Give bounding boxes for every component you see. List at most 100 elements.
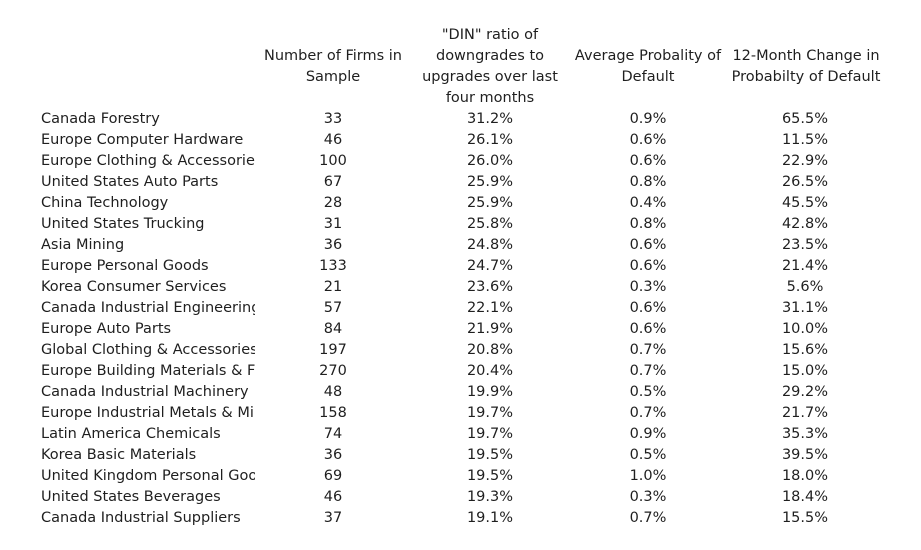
table-row: Canada Industrial Suppliers 37 19.1% 0.7% 15… — [0, 508, 921, 529]
firms-count: 69 — [323, 468, 343, 484]
avg-probability-default: 0.6% — [629, 258, 667, 274]
firms-count: 46 — [323, 489, 343, 505]
avg-probability-default: 0.8% — [629, 174, 667, 190]
firms-count: 57 — [323, 300, 343, 316]
header-line: Number of Firms in — [264, 48, 402, 64]
sector-name: Global Clothing & Accessories — [41, 342, 255, 358]
table-row: Europe Computer Hardware 46 26.1% 0.6% 11.5% — [0, 130, 921, 151]
din-ratio: 20.8% — [466, 342, 514, 358]
header-avg-pd: Average Probality of Default — [570, 46, 726, 88]
avg-probability-default: 0.6% — [629, 153, 667, 169]
sector-name: Korea Consumer Services — [41, 279, 227, 295]
din-ratio: 26.1% — [466, 132, 514, 148]
sector-name: Europe Clothing & Accessorie — [41, 153, 255, 169]
change-probability-default: 11.5% — [781, 132, 829, 148]
avg-probability-default: 0.7% — [629, 363, 667, 379]
header-line: four months — [445, 90, 535, 106]
change-probability-default: 23.5% — [781, 237, 829, 253]
sector-name: United States Auto Parts — [41, 174, 219, 190]
change-probability-default: 21.7% — [781, 405, 829, 421]
firms-count: 100 — [319, 153, 347, 169]
din-ratio: 19.3% — [466, 489, 514, 505]
change-probability-default: 31.1% — [781, 300, 829, 316]
firms-count: 37 — [323, 510, 343, 526]
header-line: Sample — [305, 69, 361, 85]
firms-count: 197 — [319, 342, 347, 358]
avg-probability-default: 0.7% — [629, 510, 667, 526]
firms-count: 28 — [323, 195, 343, 211]
avg-probability-default: 0.9% — [629, 111, 667, 127]
avg-probability-default: 0.6% — [629, 300, 667, 316]
table-row: Global Clothing & Accessories 197 20.8% 0.7… — [0, 340, 921, 361]
change-probability-default: 15.0% — [781, 363, 829, 379]
sector-name: Europe Building Materials & Fi — [41, 363, 255, 379]
change-probability-default: 22.9% — [781, 153, 829, 169]
table-row: China Technology 28 25.9% 0.4% 45.5% — [0, 193, 921, 214]
din-ratio: 25.8% — [466, 216, 514, 232]
header-line: Probabilty of Default — [731, 69, 881, 85]
firms-count: 74 — [323, 426, 343, 442]
firms-count: 36 — [323, 447, 343, 463]
table-row: Canada Forestry 33 31.2% 0.9% 65.5% — [0, 109, 921, 130]
header-firms: Number of Firms in Sample — [258, 46, 408, 88]
change-probability-default: 29.2% — [781, 384, 829, 400]
table-row: Europe Personal Goods 133 24.7% 0.6% 21.4% — [0, 256, 921, 277]
change-probability-default: 5.6% — [786, 279, 824, 295]
change-probability-default: 45.5% — [781, 195, 829, 211]
firms-count: 31 — [323, 216, 343, 232]
avg-probability-default: 0.4% — [629, 195, 667, 211]
din-ratio: 26.0% — [466, 153, 514, 169]
avg-probability-default: 0.7% — [629, 342, 667, 358]
firms-count: 133 — [319, 258, 347, 274]
change-probability-default: 15.6% — [781, 342, 829, 358]
sector-name: Europe Industrial Metals & Mir — [41, 405, 255, 421]
change-probability-default: 42.8% — [781, 216, 829, 232]
din-ratio: 25.9% — [466, 195, 514, 211]
table-row: Europe Auto Parts 84 21.9% 0.6% 10.0% — [0, 319, 921, 340]
table-row: Korea Basic Materials 36 19.5% 0.5% 39.5% — [0, 445, 921, 466]
header-line: Average Probality of — [574, 48, 722, 64]
avg-probability-default: 0.7% — [629, 405, 667, 421]
sector-name: China Technology — [41, 195, 169, 211]
table-row: Canada Industrial Engineering 57 22.1% 0.6%… — [0, 298, 921, 319]
avg-probability-default: 0.8% — [629, 216, 667, 232]
din-ratio: 19.7% — [466, 405, 514, 421]
header-change-pd: 12-Month Change in Probabilty of Default — [728, 46, 884, 88]
din-ratio: 25.9% — [466, 174, 514, 190]
avg-probability-default: 0.3% — [629, 279, 667, 295]
sector-name: Europe Auto Parts — [41, 321, 172, 337]
sector-name: United Kingdom Personal Goo — [41, 468, 255, 484]
din-ratio: 19.1% — [466, 510, 514, 526]
sector-name: Europe Computer Hardware — [41, 132, 244, 148]
table-row: Europe Industrial Metals & Mir 158 19.7% 0.… — [0, 403, 921, 424]
firms-count: 33 — [323, 111, 343, 127]
sector-name: Canada Industrial Machinery — [41, 384, 249, 400]
firms-count: 270 — [319, 363, 347, 379]
din-ratio: 19.5% — [466, 447, 514, 463]
firms-count: 46 — [323, 132, 343, 148]
sector-name: Canada Forestry — [41, 111, 160, 127]
avg-probability-default: 1.0% — [629, 468, 667, 484]
table-row: Korea Consumer Services 21 23.6% 0.3% 5.6% — [0, 277, 921, 298]
sector-name: Latin America Chemicals — [41, 426, 221, 442]
firms-count: 48 — [323, 384, 343, 400]
header-line: downgrades to — [435, 48, 545, 64]
avg-probability-default: 0.6% — [629, 321, 667, 337]
change-probability-default: 18.0% — [781, 468, 829, 484]
din-ratio: 19.7% — [466, 426, 514, 442]
change-probability-default: 26.5% — [781, 174, 829, 190]
change-probability-default: 21.4% — [781, 258, 829, 274]
avg-probability-default: 0.5% — [629, 447, 667, 463]
din-ratio: 24.8% — [466, 237, 514, 253]
din-ratio: 21.9% — [466, 321, 514, 337]
sector-name: Korea Basic Materials — [41, 447, 197, 463]
table-row: Europe Building Materials & Fi 270 20.4% 0.… — [0, 361, 921, 382]
change-probability-default: 35.3% — [781, 426, 829, 442]
table-row: United States Auto Parts 67 25.9% 0.8% 26.5% — [0, 172, 921, 193]
table-row: United States Trucking 31 25.8% 0.8% 42.8% — [0, 214, 921, 235]
sector-name: Asia Mining — [41, 237, 125, 253]
table-row: Canada Industrial Machinery 48 19.9% 0.5% 29… — [0, 382, 921, 403]
sector-name: Canada Industrial Suppliers — [41, 510, 241, 526]
din-ratio: 19.9% — [466, 384, 514, 400]
table-row: United Kingdom Personal Goo 69 19.5% 1.0% 18… — [0, 466, 921, 487]
